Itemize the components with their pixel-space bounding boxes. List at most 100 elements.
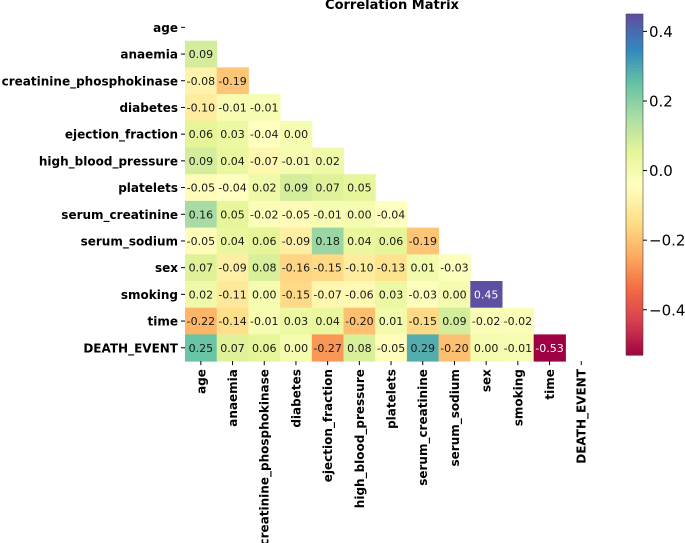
heatmap-cell <box>533 334 566 362</box>
heatmap-cell <box>470 281 503 309</box>
y-tick-label: serum_sodium <box>81 234 178 249</box>
colorbar-segment <box>626 141 643 146</box>
cell-value-label: -0.10 <box>345 262 373 275</box>
heatmap-cell <box>185 147 218 175</box>
x-tick-label: serum_sodium <box>448 369 463 466</box>
cell-value-label: 0.07 <box>189 262 214 275</box>
cell-value-label: -0.20 <box>440 342 468 355</box>
heatmap-cell <box>375 227 408 255</box>
cell-value-label: -0.05 <box>282 208 310 221</box>
colorbar-segment <box>626 247 643 251</box>
cell-value-label: -0.05 <box>187 182 215 195</box>
cell-value-label: -0.02 <box>504 315 532 328</box>
cell-value-label: 0.03 <box>379 288 404 301</box>
heatmap-cell <box>248 147 281 175</box>
cell-value-label: -0.07 <box>250 155 278 168</box>
x-tick-label: sex <box>480 369 494 392</box>
cell-value-label: -0.22 <box>187 315 215 328</box>
colorbar-tick-label: −0.4 <box>649 301 685 319</box>
cell-value-label: 0.25 <box>189 342 214 355</box>
heatmap-cell <box>406 254 440 282</box>
heatmap-cell <box>248 200 281 229</box>
cell-value-label: 0.01 <box>411 262 436 275</box>
heatmap-cell <box>216 94 249 122</box>
colorbar-segment <box>626 221 643 225</box>
colorbar-segment <box>626 315 643 319</box>
heatmap-cell <box>406 281 440 309</box>
cell-value-label: 0.02 <box>189 288 214 301</box>
colorbar-segment <box>626 306 643 311</box>
heatmap-cell <box>185 281 218 309</box>
colorbar-segment <box>626 264 643 268</box>
colorbar-segment <box>626 136 643 140</box>
cell-value-label: -0.02 <box>472 315 500 328</box>
colorbar-segment <box>626 218 643 223</box>
colorbar-segment <box>626 42 643 46</box>
cell-value-label: 0.06 <box>189 128 214 141</box>
colorbar-segment <box>626 195 643 200</box>
colorbar-segment <box>626 175 643 180</box>
colorbar-segment <box>626 266 643 271</box>
cell-value-label: 0.00 <box>284 128 309 141</box>
y-tick-label: high_blood_pressure <box>39 154 178 169</box>
heatmap-cell <box>216 120 249 148</box>
heatmap-cell <box>185 40 218 68</box>
cell-value-label: -0.13 <box>377 262 405 275</box>
colorbar-segment <box>626 124 643 129</box>
colorbar-segment <box>626 161 643 166</box>
heatmap-cell <box>375 307 408 335</box>
colorbar-tick-label: 0.2 <box>649 92 673 110</box>
heatmap-cell <box>216 227 249 255</box>
cell-value-label: 0.03 <box>220 128 245 141</box>
cell-value-label: 0.04 <box>220 155 245 168</box>
colorbar-segment <box>626 79 643 83</box>
heatmap-cell <box>470 334 503 362</box>
cell-value-label: -0.09 <box>218 262 246 275</box>
colorbar-segment <box>626 65 643 69</box>
y-tick-label: smoking <box>121 288 178 302</box>
colorbar-segment <box>626 309 643 313</box>
colorbar-segment <box>626 320 643 325</box>
heatmap-cell <box>311 307 344 335</box>
cell-value-label: -0.04 <box>218 182 246 195</box>
colorbar-segment <box>626 229 643 234</box>
colorbar-segment <box>626 82 643 86</box>
heatmap-cell <box>216 334 249 362</box>
x-tick-label: DEATH_EVENT <box>575 368 590 463</box>
x-tick-label: diabetes <box>289 369 303 428</box>
colorbar-segment <box>626 28 643 32</box>
colorbar-segment <box>626 104 643 109</box>
colorbar-segment <box>626 303 643 308</box>
heatmap-cell <box>185 227 218 255</box>
colorbar-tick-label: 0.0 <box>649 162 673 180</box>
cell-value-label: 0.09 <box>189 48 214 61</box>
colorbar-segment <box>626 232 643 237</box>
colorbar-segment <box>626 139 643 143</box>
cell-value-label: 0.06 <box>379 235 404 248</box>
colorbar-segment <box>626 210 643 214</box>
colorbar-tick-label: 0.4 <box>649 23 673 41</box>
heatmap-cell <box>248 334 281 362</box>
colorbar-segment <box>626 107 643 112</box>
colorbar-segment <box>626 187 643 191</box>
heatmap-cell <box>248 227 281 255</box>
heatmap-cell <box>216 147 249 175</box>
colorbar-segment <box>626 235 643 240</box>
heatmap-cell <box>185 200 218 229</box>
heatmap-cell <box>280 227 313 255</box>
heatmap-cell <box>375 254 408 282</box>
heatmap-cell <box>470 307 503 335</box>
heatmap-cell <box>216 200 249 229</box>
colorbar-segment <box>626 261 643 265</box>
colorbar-segment <box>626 252 643 257</box>
cell-value-label: -0.01 <box>218 101 246 114</box>
y-axis-labels: age anaemia creatinine_phosphokinasediabet… <box>2 21 185 356</box>
colorbar-segment <box>626 173 643 177</box>
colorbar-segment <box>626 244 643 248</box>
heatmap-cell <box>216 67 249 95</box>
colorbar-segment <box>626 164 643 169</box>
heatmap-cell <box>185 94 218 122</box>
y-tick-label: anaemia <box>120 48 178 62</box>
cell-value-label: 0.09 <box>284 182 309 195</box>
